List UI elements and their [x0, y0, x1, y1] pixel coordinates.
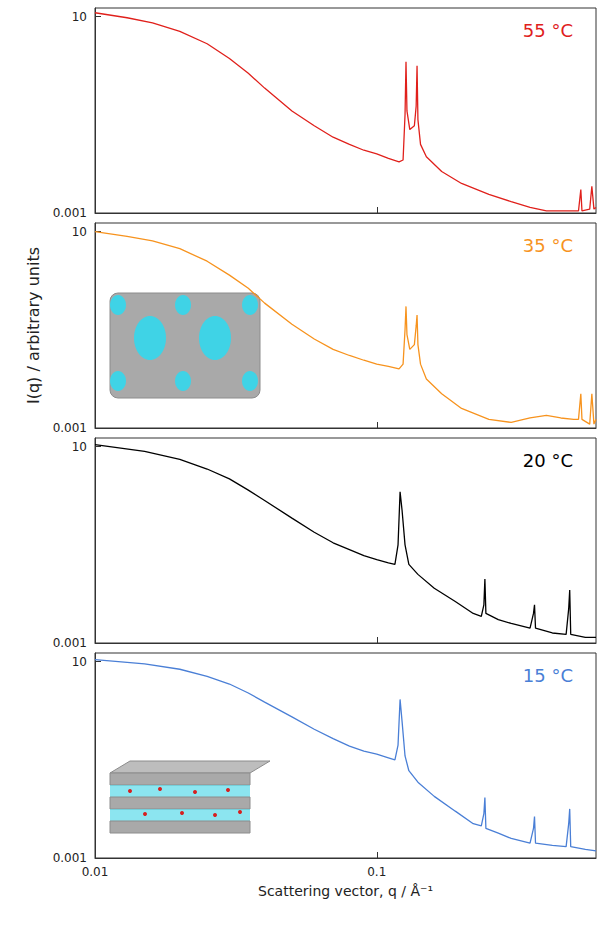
svg-text:15 °C: 15 °C: [523, 665, 573, 686]
svg-text:0.01: 0.01: [82, 865, 109, 879]
svg-text:10: 10: [72, 225, 87, 239]
svg-text:10: 10: [72, 10, 87, 24]
svg-text:10: 10: [72, 440, 87, 454]
svg-text:20 °C: 20 °C: [523, 450, 573, 471]
svg-text:35 °C: 35 °C: [523, 235, 573, 256]
svg-text:0.1: 0.1: [367, 865, 386, 879]
svg-text:0.001: 0.001: [53, 421, 87, 435]
svg-text:0.001: 0.001: [53, 206, 87, 220]
svg-text:55 °C: 55 °C: [523, 20, 573, 41]
svg-text:Scattering vector, q / Å⁻¹: Scattering vector, q / Å⁻¹: [258, 883, 433, 899]
svg-text:0.001: 0.001: [53, 851, 87, 865]
svg-text:10: 10: [72, 655, 87, 669]
svg-text:0.001: 0.001: [53, 636, 87, 650]
svg-text:I(q) / arbitrary units: I(q) / arbitrary units: [24, 247, 43, 404]
